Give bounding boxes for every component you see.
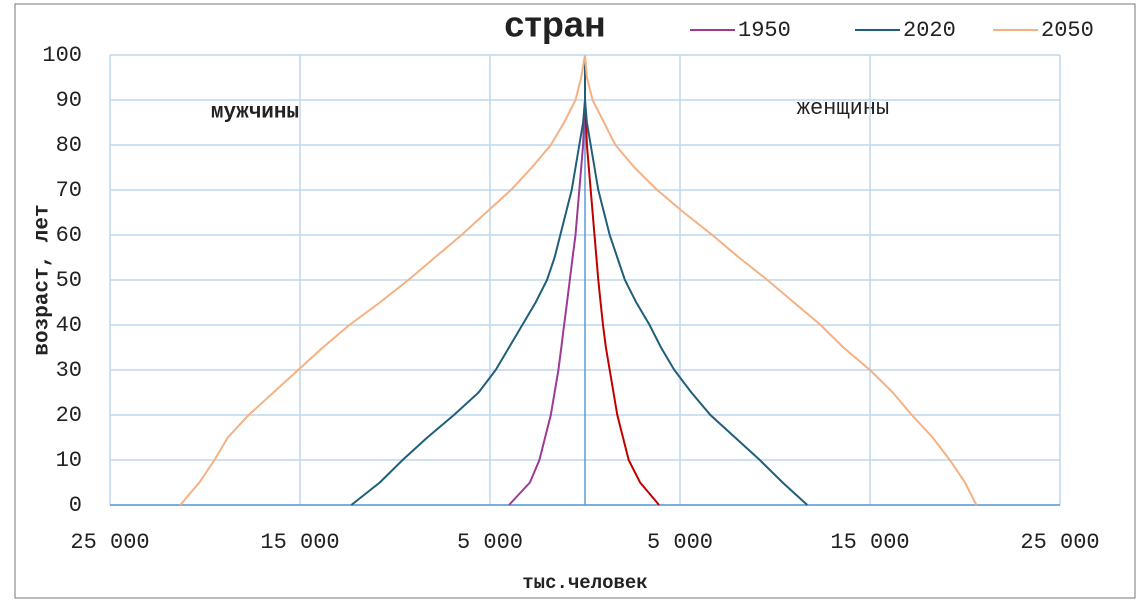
x-tick-label: 5 000 xyxy=(647,530,713,555)
series-line xyxy=(508,55,586,506)
y-tick-label: 20 xyxy=(56,403,82,428)
legend-label: 2020 xyxy=(903,18,956,43)
x-tick-label: 15 000 xyxy=(830,530,909,555)
y-tick-label: 50 xyxy=(56,268,82,293)
y-axis-label: возраст, лет xyxy=(32,204,55,355)
series-line xyxy=(584,54,978,506)
legend-label: 2050 xyxy=(1041,18,1094,43)
x-tick-label: 15 000 xyxy=(260,530,339,555)
label-left: мужчины xyxy=(211,102,299,125)
legend-label: 1950 xyxy=(738,18,791,43)
x-tick-label: 25 000 xyxy=(70,530,149,555)
y-tick-label: 100 xyxy=(42,43,82,68)
y-tick-label: 70 xyxy=(56,178,82,203)
series-line xyxy=(584,55,808,506)
x-tick-label: 25 000 xyxy=(1020,530,1099,555)
y-tick-label: 0 xyxy=(69,493,82,518)
y-tick-label: 10 xyxy=(56,448,82,473)
y-tick-label: 80 xyxy=(56,133,82,158)
series-line xyxy=(179,54,586,506)
y-tick-label: 40 xyxy=(56,313,82,338)
series-line xyxy=(584,55,660,506)
y-tick-label: 90 xyxy=(56,88,82,113)
y-tick-label: 60 xyxy=(56,223,82,248)
x-axis-label: тыс.человек xyxy=(522,572,647,594)
chart-title: стран xyxy=(504,4,605,45)
chart-border xyxy=(14,3,1136,599)
y-tick-label: 30 xyxy=(56,358,82,383)
series-line xyxy=(350,55,586,506)
x-tick-label: 5 000 xyxy=(457,530,523,555)
